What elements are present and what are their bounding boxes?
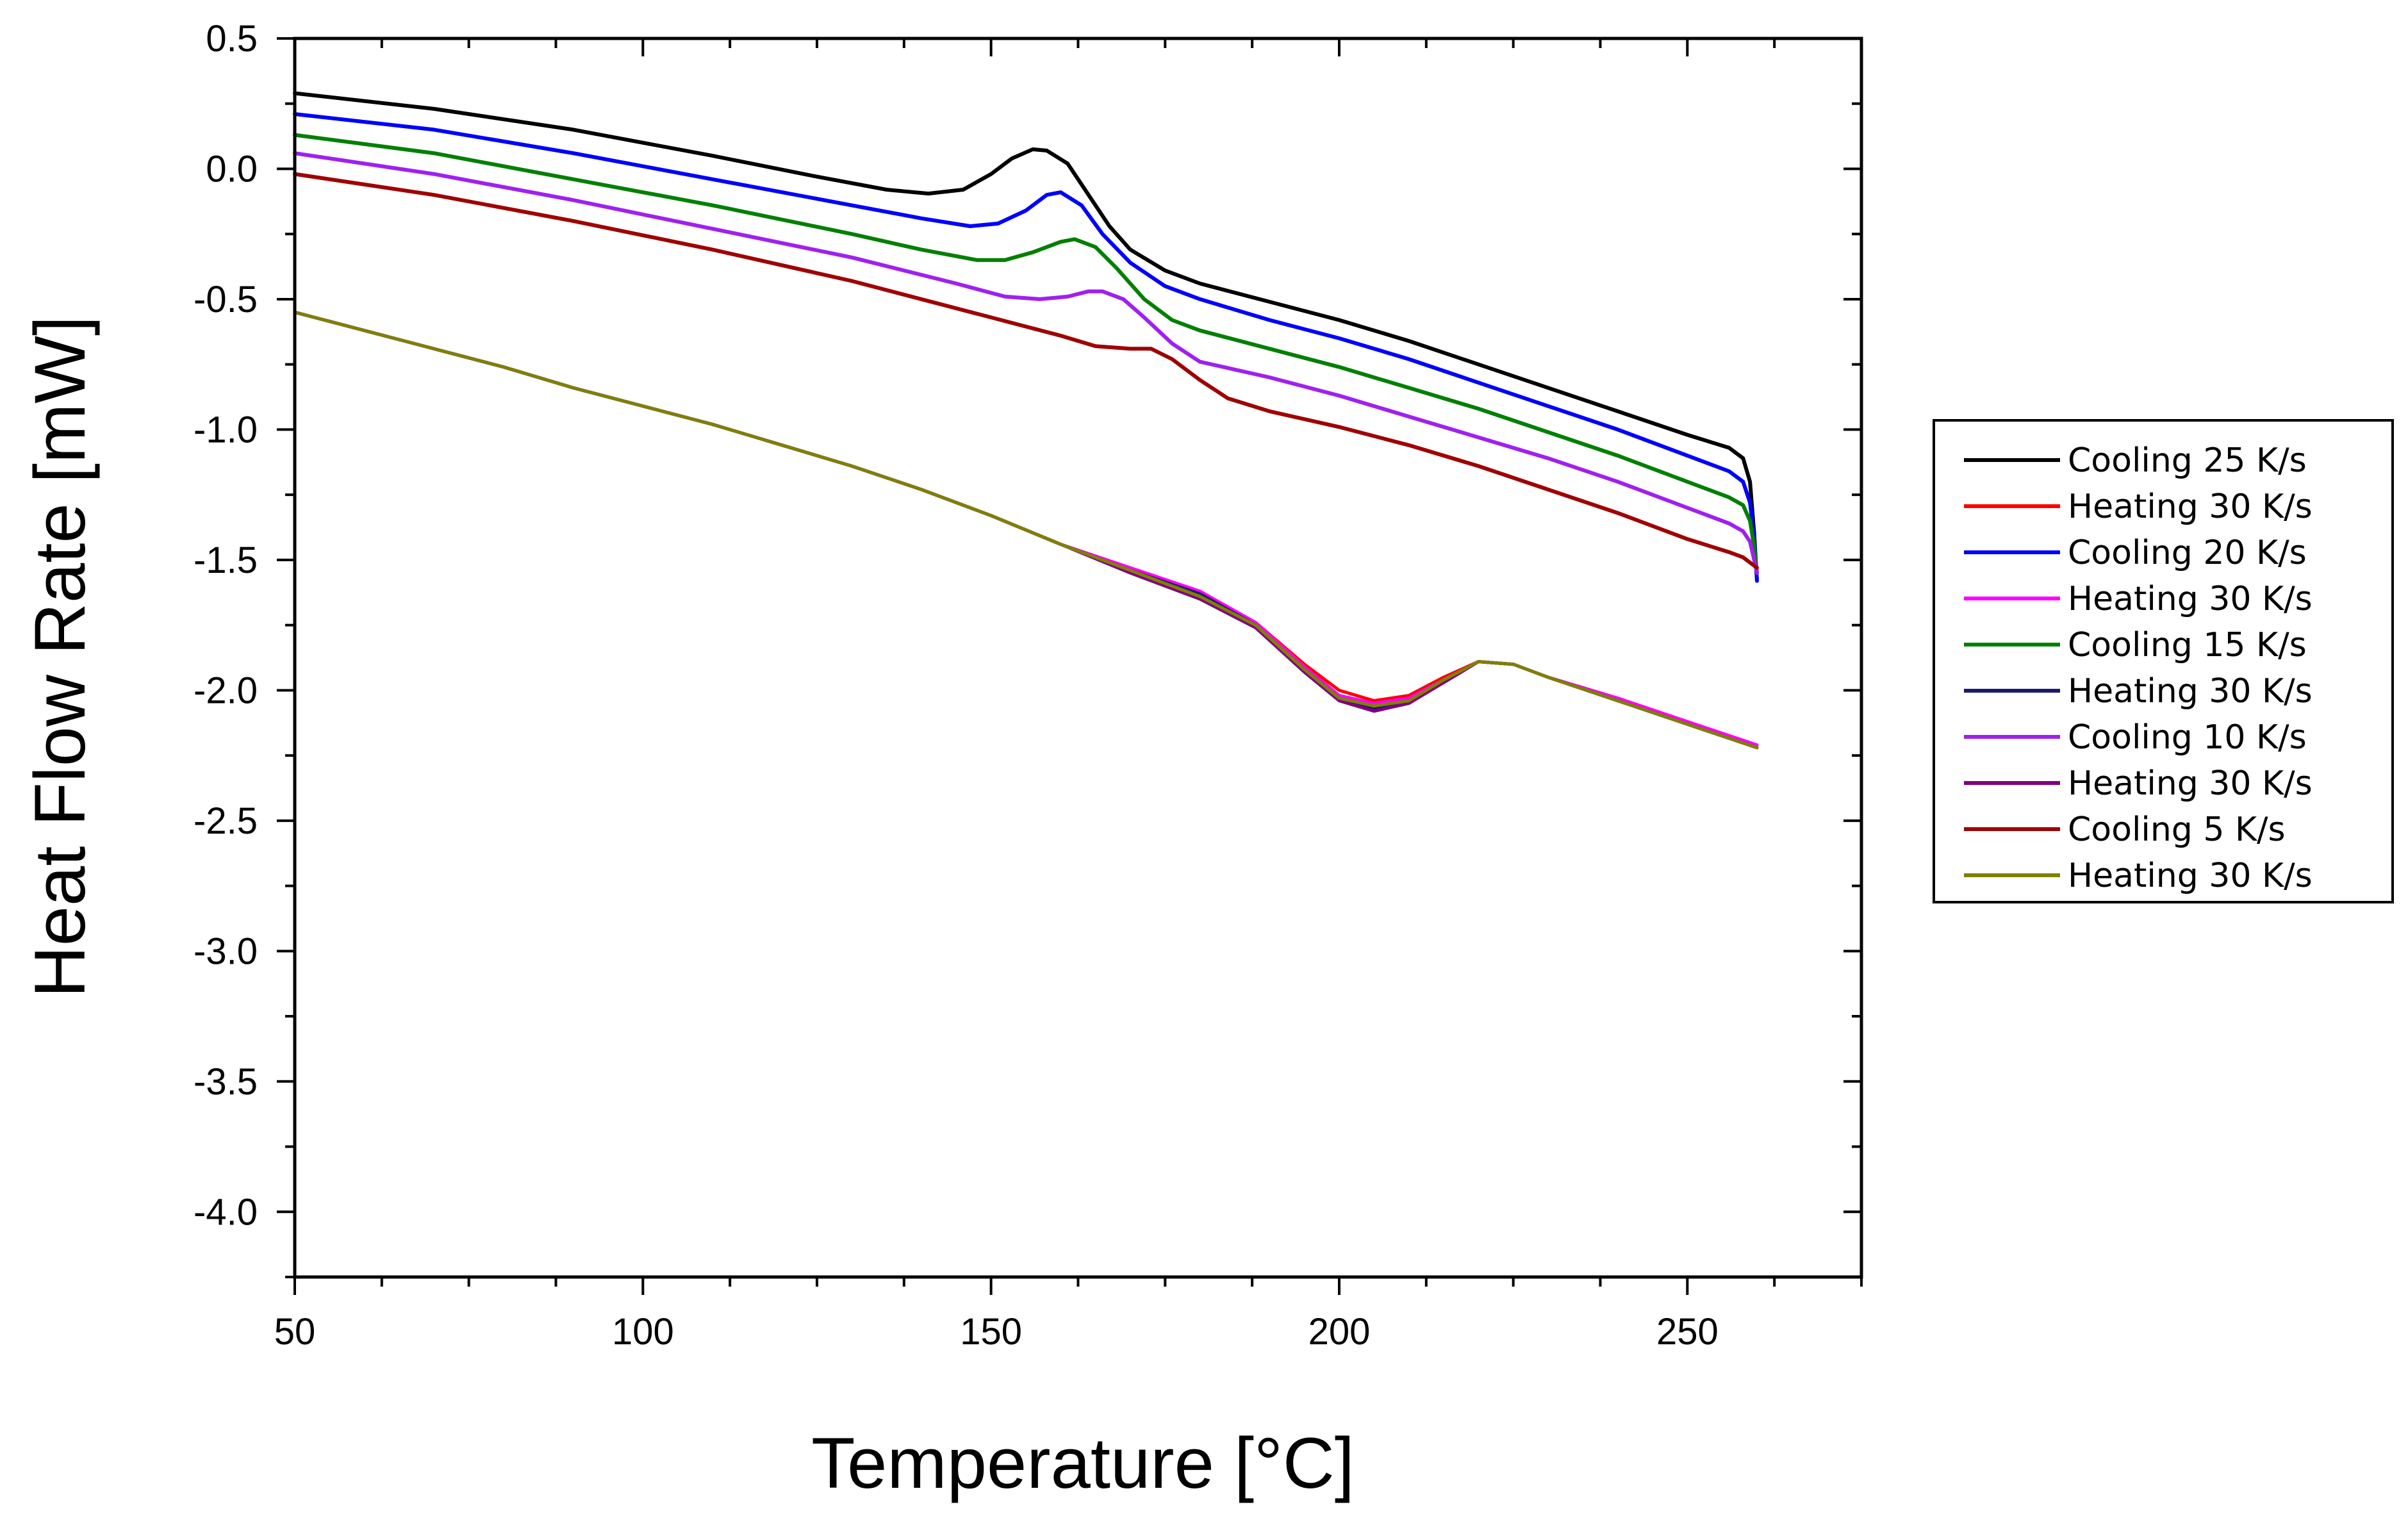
legend-label: Heating 30 K/s	[2068, 672, 2313, 711]
legend-label: Heating 30 K/s	[2068, 857, 2313, 895]
series-line-5	[293, 133, 1759, 575]
y-axis-title: Heat Flow Rate [mW]	[20, 316, 100, 998]
legend-items: Cooling 25 K/s Heating 30 K/s Cooling 20 K…	[1964, 441, 2313, 895]
legend-label: Cooling 10 K/s	[2068, 718, 2307, 757]
y-tick-label: 0.0	[206, 148, 258, 190]
series-layer	[293, 91, 1759, 750]
x-tick-label: 200	[1308, 1311, 1371, 1353]
legend-label: Heating 30 K/s	[2068, 764, 2313, 803]
legend: Cooling 25 K/s Heating 30 K/s Cooling 20 K…	[1933, 419, 2394, 903]
x-tick-label: 100	[612, 1311, 674, 1353]
legend-label: Heating 30 K/s	[2068, 488, 2313, 526]
legend-box	[1933, 419, 2394, 903]
series-line-7	[293, 151, 1759, 575]
y-tick-label: -4.0	[194, 1191, 258, 1233]
legend-label: Heating 30 K/s	[2068, 580, 2313, 618]
series-line-3	[293, 112, 1759, 583]
x-tick-label: 250	[1656, 1311, 1719, 1353]
legend-label: Cooling 5 K/s	[2068, 811, 2286, 849]
y-tick-label: -0.5	[194, 279, 258, 320]
x-tick-label: 50	[274, 1311, 316, 1353]
y-tick-label: 0.5	[206, 18, 258, 60]
series-line-10	[293, 310, 1759, 750]
legend-label: Cooling 15 K/s	[2068, 626, 2307, 664]
series-line-1	[293, 91, 1759, 583]
legend-label: Cooling 25 K/s	[2068, 441, 2307, 480]
y-tick-label: -1.0	[194, 409, 258, 450]
y-tick-label: -2.5	[194, 800, 258, 842]
x-axis-ticks: 50 100 150 200 250	[274, 38, 1863, 1353]
y-axis-ticks: 0.5 0.0 -0.5 -1.0 -1.5 -2.0 -2.5 -3.0 -3.5 -4.0	[194, 18, 1861, 1278]
series-line-9	[293, 172, 1759, 570]
x-tick-label: 150	[960, 1311, 1022, 1353]
plot-area: 50 100 150 200 250 0.5 0.0 -0.5 -1.0 -1.5 -2.0 -2.…	[194, 18, 1863, 1353]
legend-label: Cooling 20 K/s	[2068, 534, 2307, 572]
x-axis-title: Temperature [°C]	[811, 1423, 1355, 1503]
y-tick-label: -3.5	[194, 1061, 258, 1103]
y-tick-label: -3.0	[194, 930, 258, 972]
y-tick-label: -2.0	[194, 670, 258, 711]
y-tick-label: -1.5	[194, 540, 258, 581]
